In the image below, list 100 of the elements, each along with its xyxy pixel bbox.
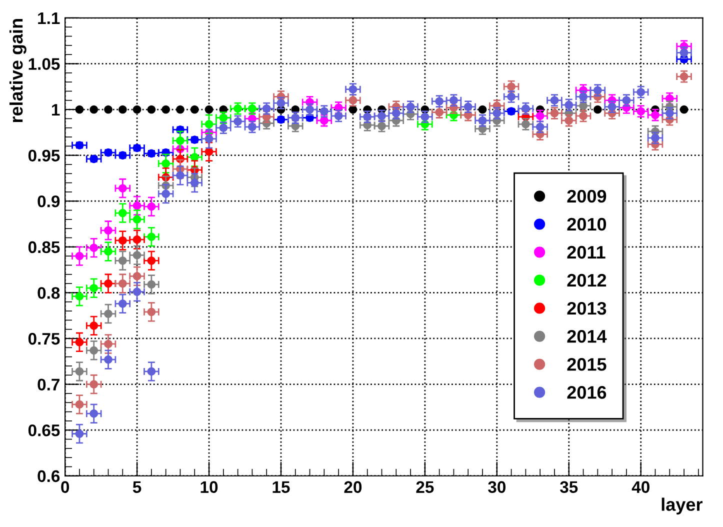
point xyxy=(147,232,156,241)
y-tick-label: 1.1 xyxy=(38,12,60,24)
point xyxy=(492,109,502,118)
point xyxy=(176,171,184,180)
point xyxy=(132,250,142,260)
point xyxy=(147,367,156,376)
legend-label: 2012 xyxy=(567,274,606,287)
point xyxy=(234,104,242,113)
point xyxy=(118,105,127,114)
point xyxy=(680,72,688,81)
point xyxy=(75,105,84,114)
point xyxy=(219,124,228,132)
point xyxy=(118,184,127,192)
point xyxy=(118,256,127,265)
point xyxy=(147,280,156,289)
point xyxy=(363,112,372,122)
point xyxy=(90,322,98,330)
y-axis-title: relative gain xyxy=(9,19,26,122)
point xyxy=(579,112,588,120)
point xyxy=(118,208,127,218)
point xyxy=(118,236,127,245)
point xyxy=(636,107,646,116)
point xyxy=(90,284,98,292)
point xyxy=(90,380,98,388)
point xyxy=(104,340,112,348)
point xyxy=(636,88,646,96)
point xyxy=(564,100,574,110)
point xyxy=(435,97,444,106)
point xyxy=(75,252,84,260)
y-tick-label: 0.7 xyxy=(38,378,60,390)
point xyxy=(75,367,84,376)
point xyxy=(90,346,98,355)
point xyxy=(579,92,588,101)
point xyxy=(75,400,84,409)
point xyxy=(306,105,314,114)
x-tick-label: 5 xyxy=(132,481,142,493)
point xyxy=(392,109,400,118)
point xyxy=(478,105,487,114)
point xyxy=(680,48,688,57)
legend-label: 2016 xyxy=(567,386,606,399)
point xyxy=(248,104,256,113)
point xyxy=(162,105,170,114)
point xyxy=(348,85,358,94)
point xyxy=(147,202,156,211)
point xyxy=(536,122,544,132)
point xyxy=(176,105,184,114)
point xyxy=(478,116,487,125)
point xyxy=(507,82,516,91)
point xyxy=(522,104,530,113)
point xyxy=(104,310,112,318)
y-tick-label: 1 xyxy=(52,104,60,116)
point xyxy=(622,96,631,105)
point xyxy=(132,105,142,114)
point xyxy=(162,190,170,198)
point xyxy=(262,104,271,113)
point xyxy=(90,409,98,418)
point xyxy=(104,247,112,256)
x-tick-label: 40 xyxy=(632,481,650,493)
point xyxy=(104,279,112,288)
legend-label: 2010 xyxy=(567,218,606,231)
legend-label: 2014 xyxy=(567,330,607,343)
point xyxy=(234,117,242,126)
point xyxy=(680,105,688,114)
point xyxy=(348,96,358,105)
point xyxy=(132,288,142,296)
point xyxy=(147,308,156,316)
point xyxy=(406,102,415,111)
point xyxy=(204,134,214,143)
point xyxy=(132,235,142,244)
point xyxy=(147,105,156,114)
point xyxy=(147,256,156,265)
point xyxy=(665,109,674,118)
legend-label: 2015 xyxy=(567,358,606,371)
point xyxy=(651,134,660,142)
point xyxy=(176,136,184,145)
y-tick-label: 0.85 xyxy=(28,241,60,254)
point xyxy=(90,105,98,114)
point xyxy=(450,96,458,105)
point xyxy=(594,105,602,114)
point xyxy=(378,122,386,130)
x-tick-label: 20 xyxy=(344,481,362,493)
point xyxy=(162,159,170,168)
point xyxy=(90,244,98,252)
point xyxy=(651,110,660,120)
x-tick-label: 25 xyxy=(416,481,434,493)
point xyxy=(248,122,256,132)
point xyxy=(608,102,616,111)
y-tick-label: 1.05 xyxy=(28,58,60,70)
point xyxy=(118,279,127,288)
point xyxy=(190,105,199,114)
point xyxy=(190,178,199,187)
point xyxy=(132,272,142,280)
y-tick-label: 0.95 xyxy=(28,150,60,162)
point xyxy=(204,105,214,114)
point xyxy=(118,300,127,308)
point xyxy=(204,120,214,128)
point xyxy=(378,112,386,120)
point xyxy=(594,86,602,94)
point xyxy=(75,338,84,346)
y-tick-label: 0.8 xyxy=(38,287,60,299)
